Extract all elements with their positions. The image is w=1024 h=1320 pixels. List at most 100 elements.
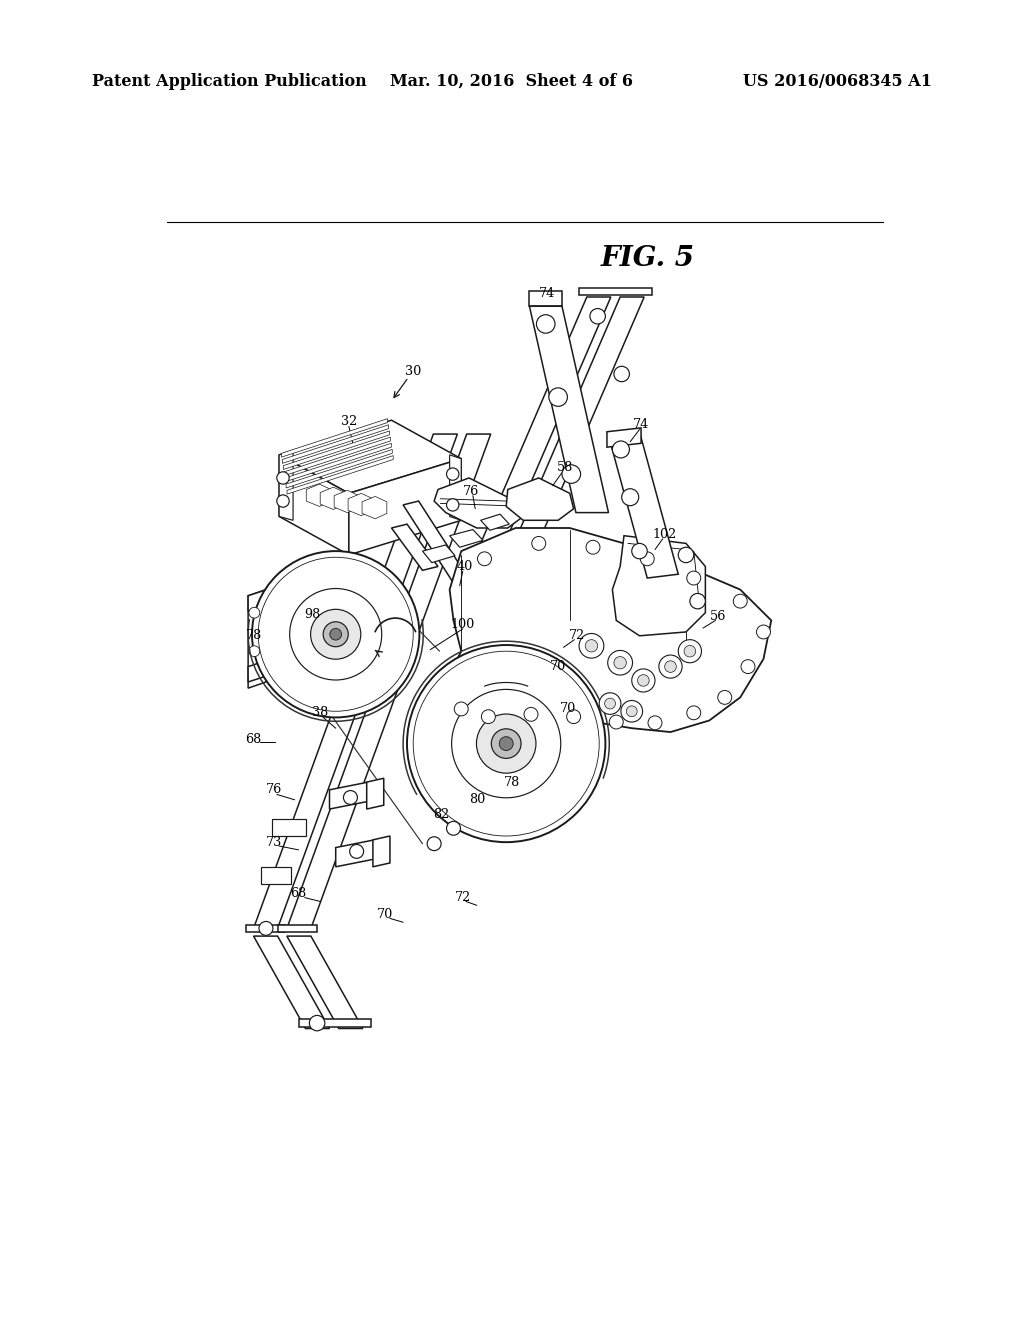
Text: 70: 70 <box>550 660 566 673</box>
Text: Mar. 10, 2016  Sheet 4 of 6: Mar. 10, 2016 Sheet 4 of 6 <box>390 73 634 90</box>
Polygon shape <box>299 1019 371 1027</box>
Circle shape <box>648 715 662 730</box>
Polygon shape <box>261 867 291 884</box>
Circle shape <box>258 557 414 711</box>
Text: 72: 72 <box>455 891 471 904</box>
Polygon shape <box>248 651 295 682</box>
Text: 72: 72 <box>569 630 586 643</box>
Circle shape <box>343 791 357 804</box>
Polygon shape <box>248 590 266 688</box>
Text: 78: 78 <box>504 776 520 788</box>
Polygon shape <box>279 924 317 932</box>
Polygon shape <box>254 434 458 928</box>
Text: 78: 78 <box>246 630 262 643</box>
Polygon shape <box>529 306 608 512</box>
Polygon shape <box>254 936 330 1028</box>
Circle shape <box>500 737 513 751</box>
Circle shape <box>492 729 521 759</box>
Polygon shape <box>403 502 480 601</box>
Text: 40: 40 <box>457 560 473 573</box>
Circle shape <box>276 471 289 484</box>
Circle shape <box>566 710 581 723</box>
Polygon shape <box>334 490 359 512</box>
Text: 70: 70 <box>377 908 393 921</box>
Text: 73: 73 <box>265 836 282 849</box>
Text: FIG. 5: FIG. 5 <box>600 244 694 272</box>
Circle shape <box>330 628 342 640</box>
Circle shape <box>310 610 360 659</box>
Polygon shape <box>321 487 345 510</box>
Text: 70: 70 <box>560 702 577 715</box>
Circle shape <box>446 499 459 511</box>
Polygon shape <box>285 437 390 475</box>
Polygon shape <box>306 484 331 507</box>
Circle shape <box>632 544 647 558</box>
Polygon shape <box>608 432 678 578</box>
Circle shape <box>590 309 605 323</box>
Circle shape <box>741 660 755 673</box>
Circle shape <box>638 675 649 686</box>
Polygon shape <box>480 515 509 531</box>
Circle shape <box>481 710 496 723</box>
Text: 74: 74 <box>539 286 555 300</box>
Text: US 2016/0068345 A1: US 2016/0068345 A1 <box>742 73 932 90</box>
Circle shape <box>609 715 624 729</box>
Polygon shape <box>362 496 387 519</box>
Circle shape <box>252 552 420 718</box>
Circle shape <box>614 656 627 669</box>
Circle shape <box>586 640 598 652</box>
Circle shape <box>607 651 633 675</box>
Circle shape <box>531 536 546 550</box>
Circle shape <box>604 698 615 709</box>
Polygon shape <box>286 449 392 488</box>
Circle shape <box>324 622 348 647</box>
Polygon shape <box>450 528 771 733</box>
Polygon shape <box>348 494 373 516</box>
Circle shape <box>687 706 700 719</box>
Polygon shape <box>287 434 490 928</box>
Circle shape <box>427 837 441 850</box>
Polygon shape <box>280 455 349 554</box>
Text: 98: 98 <box>304 607 321 620</box>
Circle shape <box>276 495 289 507</box>
Polygon shape <box>423 545 455 562</box>
Polygon shape <box>285 444 391 482</box>
Polygon shape <box>282 418 388 457</box>
Polygon shape <box>506 478 573 520</box>
Circle shape <box>476 714 536 774</box>
Polygon shape <box>450 529 483 548</box>
Circle shape <box>621 701 643 722</box>
Polygon shape <box>330 781 369 809</box>
Circle shape <box>690 594 706 609</box>
Text: 32: 32 <box>341 416 357 428</box>
Polygon shape <box>480 297 611 544</box>
Circle shape <box>665 661 676 672</box>
Text: 76: 76 <box>265 783 282 796</box>
Circle shape <box>757 626 770 639</box>
Circle shape <box>622 488 639 506</box>
Text: 58: 58 <box>557 462 573 474</box>
Circle shape <box>687 572 700 585</box>
Text: 38: 38 <box>312 706 329 719</box>
Polygon shape <box>529 290 562 306</box>
Circle shape <box>290 589 382 680</box>
Polygon shape <box>287 455 393 494</box>
Text: 68: 68 <box>246 733 262 746</box>
Circle shape <box>524 708 538 721</box>
Polygon shape <box>607 428 641 447</box>
Circle shape <box>477 552 492 566</box>
Polygon shape <box>284 430 389 470</box>
Circle shape <box>632 669 655 692</box>
Circle shape <box>446 469 459 480</box>
Circle shape <box>349 845 364 858</box>
Circle shape <box>733 594 748 609</box>
Polygon shape <box>391 524 438 570</box>
Text: 100: 100 <box>451 618 475 631</box>
Text: 74: 74 <box>633 417 649 430</box>
Polygon shape <box>280 451 293 520</box>
Polygon shape <box>612 536 706 636</box>
Circle shape <box>309 1015 325 1031</box>
Polygon shape <box>367 779 384 809</box>
Text: 68: 68 <box>291 887 306 900</box>
Polygon shape <box>287 936 362 1028</box>
